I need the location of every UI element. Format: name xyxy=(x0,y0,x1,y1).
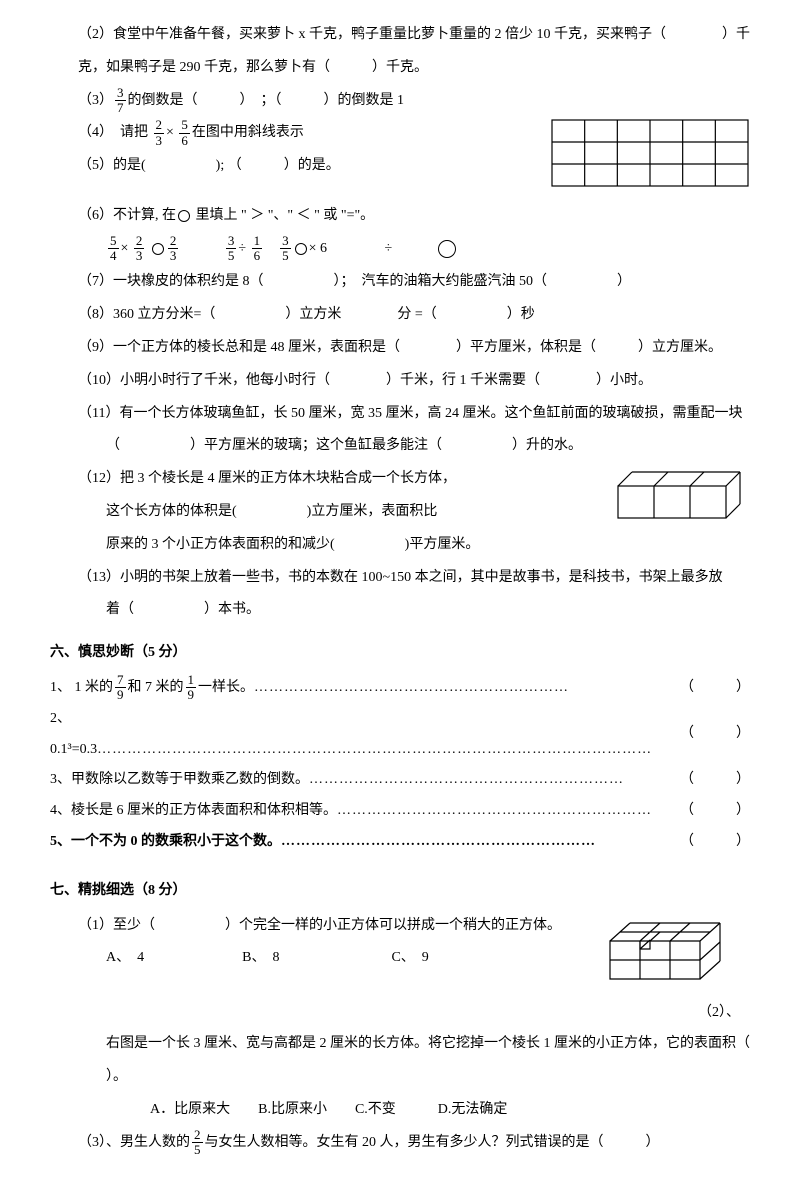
s7-q1: （1）至少（ ）个完全一样的小正方体可以拼成一个稍大的正方体。 xyxy=(50,911,590,942)
s7-q1-opts: A、 4 B、 8 C、 9 xyxy=(50,943,590,974)
q3-text: 的倒数是（ ） ；（ ）的倒数是 1 xyxy=(128,93,405,108)
expr-1: 54× 23 23 xyxy=(106,234,180,265)
paren-4: （ ） xyxy=(670,796,750,827)
expr-3: ÷ xyxy=(371,234,461,265)
q12b: 原来的 3 个小正方体表面积的和减少( )平方厘米。 xyxy=(50,530,600,561)
q3: （3）37的倒数是（ ） ；（ ）的倒数是 1 xyxy=(50,86,750,117)
s7-q2-pre: （2）、 xyxy=(50,998,750,1029)
judge-2: 2、0.1³=0.3………………………………………………………………………………… xyxy=(50,704,750,766)
q11-cont: （ ）平方厘米的玻璃；这个鱼缸最多能注（ ）升的水。 xyxy=(50,431,750,462)
paren-1: （ ） xyxy=(670,673,750,704)
frac-5-6: 56 xyxy=(179,118,190,148)
times-1: × xyxy=(166,125,174,140)
q2-text: （2）食堂中午准备午餐，买来萝卜 x 千克，鸭子重量比萝卜重量的 2 倍少 10… xyxy=(78,27,750,42)
cuboid-notch-figure xyxy=(600,911,750,999)
q5: （5）的是( ); （ ）的是。 xyxy=(50,151,540,182)
s7-q2a: 右图是一个长 3 厘米、宽与高都是 2 厘米的长方体。将它挖掉一个棱长 1 厘米… xyxy=(50,1029,750,1060)
q2-cont: 克，如果鸭子是 290 千克，那么萝卜有（ ）千克。 xyxy=(50,53,750,84)
section6-title: 六、慎思妙断（5 分） xyxy=(50,638,750,669)
frac-3-7: 37 xyxy=(115,86,126,116)
q11: （11）有一个长方体玻璃鱼缸，长 50 厘米，宽 35 厘米，高 24 厘米。这… xyxy=(50,399,750,430)
q4-pre: （4） 请把 xyxy=(78,125,152,140)
s7-q3: （3）、男生人数的25与女生人数相等。女生有 20 人，男生有多少人？列式错误的… xyxy=(50,1128,750,1159)
q12-row: （12）把 3 个棱长是 4 厘米的正方体木块粘合成一个长方体， 这个长方体的体… xyxy=(50,464,750,562)
paren-2: （ ） xyxy=(670,719,750,750)
q4-text: 在图中用斜线表示 xyxy=(192,125,304,140)
q2-cont-text: 克，如果鸭子是 290 千克，那么萝卜有（ ）千克。 xyxy=(78,60,428,75)
grid-figure xyxy=(550,118,750,201)
circle-icon xyxy=(178,210,190,222)
q6: （6）不计算, 在 里填上 " ＞ "、" ＜ " 或 "="。 xyxy=(50,201,750,232)
q7: （7）一块橡皮的体积约是 8（ ）； 汽车的油箱大约能盛汽油 50（ ） xyxy=(50,267,750,298)
q4: （4） 请把 23× 56在图中用斜线表示 xyxy=(50,118,540,149)
section7-title: 七、精挑细选（8 分） xyxy=(50,876,750,907)
q2: （2）食堂中午准备午餐，买来萝卜 x 千克，鸭子重量比萝卜重量的 2 倍少 10… xyxy=(50,20,750,51)
q12: （12）把 3 个棱长是 4 厘米的正方体木块粘合成一个长方体， xyxy=(50,464,600,495)
q10: （10）小明小时行了千米，他每小时行（ ）千米，行 1 千米需要（ ）小时。 xyxy=(50,366,750,397)
q6-text: 里填上 " ＞ "、" ＜ " 或 "="。 xyxy=(192,208,374,223)
judge-4: 4、棱长是 6 厘米的正方体表面积和体积相等。……………………………………………… xyxy=(50,796,750,827)
q9: （9）一个正方体的棱长总和是 48 厘米，表面积是（ ）平方厘米，体积是（ ）立… xyxy=(50,333,750,364)
expr-2: 35÷ 16 35× 6 xyxy=(224,234,327,265)
frac-2-5: 25 xyxy=(192,1128,203,1158)
q8: （8）360 立方分米=（ ）立方米 分 =（ ）秒 xyxy=(50,300,750,331)
s7-q2-opts: A．比原来大 B.比原来小 C.不变 D.无法确定 xyxy=(50,1095,750,1126)
s7-q2b: ）。 xyxy=(50,1062,750,1093)
judge-1: 1、 1 米的79和 7 米的19一样长。…………………………………………………… xyxy=(50,673,750,704)
cuboid-3-figure xyxy=(610,464,750,537)
paren-5: （ ） xyxy=(670,827,750,858)
judge-5: 5、一个不为 0 的数乘积小于这个数。………………………………………………………… xyxy=(50,827,750,858)
frac-2-3: 23 xyxy=(154,118,165,148)
q6-exprs: 54× 23 23 35÷ 16 35× 6 ÷ xyxy=(50,234,750,265)
q5-text: （5）的是( ); （ ）的是。 xyxy=(78,158,340,173)
q12a: 这个长方体的体积是( )立方厘米，表面积比 xyxy=(50,497,600,528)
q6-pre: （6）不计算, 在 xyxy=(78,208,176,223)
q13-cont: 着（ ）本书。 xyxy=(50,595,750,626)
q13: （13）小明的书架上放着一些书，书的本数在 100~150 本之间，其中是故事书… xyxy=(50,563,750,594)
paren-3: （ ） xyxy=(670,765,750,796)
q3-pre: （3） xyxy=(78,93,113,108)
q4-row: （4） 请把 23× 56在图中用斜线表示 （5）的是( ); （ ）的是。 xyxy=(50,118,750,201)
s7-q1-row: （1）至少（ ）个完全一样的小正方体可以拼成一个稍大的正方体。 A、 4 B、 … xyxy=(50,911,750,999)
judge-3: 3、甲数除以乙数等于甲数乘乙数的倒数。………………………………………………………… xyxy=(50,765,750,796)
